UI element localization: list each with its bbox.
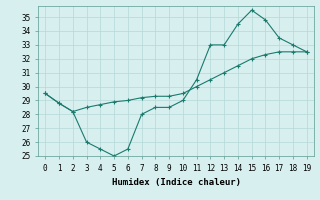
X-axis label: Humidex (Indice chaleur): Humidex (Indice chaleur) <box>111 178 241 187</box>
